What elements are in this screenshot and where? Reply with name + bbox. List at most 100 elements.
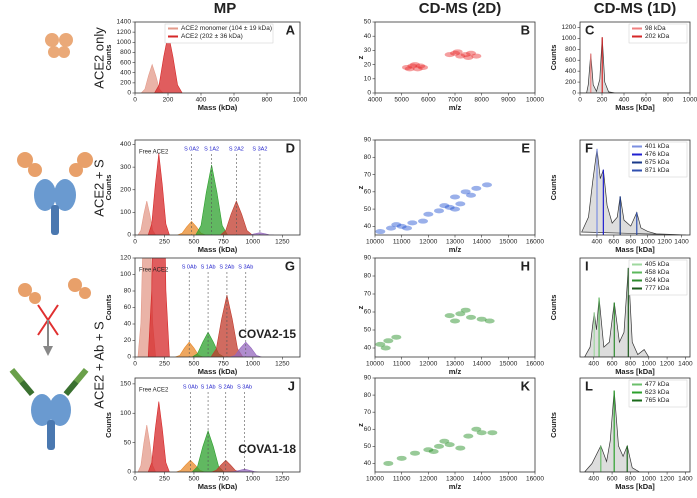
panel: 0 200 400 600 800 1000 0 200 400 600 800 1000 1200 14… xyxy=(104,19,308,112)
legend-box xyxy=(164,23,274,44)
complex-label: S 2A2 xyxy=(229,146,244,152)
legend-label: 405 kDa xyxy=(645,261,670,268)
y-tick-label: 1200 xyxy=(562,24,577,31)
x-tick-label: 1250 xyxy=(275,476,290,483)
x-tick-label: 1250 xyxy=(275,361,290,368)
ion-point xyxy=(402,64,412,70)
x-tick-label: 1000 xyxy=(246,239,261,246)
axes-frame xyxy=(134,139,301,236)
ion-point xyxy=(463,433,474,439)
ion-point xyxy=(396,223,407,229)
y-tick-label: 20 xyxy=(364,61,372,68)
y-tick-label: 80 xyxy=(364,392,372,399)
y-tick-label: 600 xyxy=(120,59,131,66)
y-tick-label: 40 xyxy=(364,345,372,352)
x-tick-label: 10000 xyxy=(366,476,384,483)
y-tick-label: 90 xyxy=(364,137,372,144)
x-tick-label: 0 xyxy=(133,239,137,246)
y-tick-label: 80 xyxy=(124,288,132,295)
y-axis-label: Counts xyxy=(549,45,558,71)
ion-point xyxy=(460,52,471,58)
ace2-spike-icon xyxy=(17,152,93,235)
panel-letter: G xyxy=(285,258,295,273)
legend-label: 458 kDa xyxy=(645,269,670,276)
y-axis-label: Counts xyxy=(104,412,113,438)
x-tick-label: 10000 xyxy=(366,361,384,368)
ion-point xyxy=(412,66,423,72)
complex-label: S 0Ab xyxy=(182,264,197,270)
y-axis-label: Counts xyxy=(104,175,113,201)
legend-label: 202 kDa xyxy=(645,33,670,40)
row-label: ACE2 only xyxy=(91,27,106,89)
ion-point xyxy=(391,222,402,228)
ion-point xyxy=(410,450,420,456)
x-axis-label: Mass [kDa] xyxy=(615,482,655,491)
plot-area xyxy=(137,258,262,357)
ion-point xyxy=(476,430,487,436)
legend-label: 777 kDa xyxy=(645,285,670,292)
ion-point xyxy=(428,448,439,454)
ion-point xyxy=(423,447,434,453)
x-axis-label: m/z xyxy=(449,103,462,112)
x-tick-label: 400 xyxy=(588,476,599,483)
y-tick-label: 20 xyxy=(124,337,132,344)
legend-label: 476 kDa xyxy=(645,151,670,158)
legend-label: 623 kDa xyxy=(645,389,670,396)
y-tick-label: 800 xyxy=(565,46,576,53)
x-tick-label: 1000 xyxy=(246,361,261,368)
x-tick-label: 1200 xyxy=(660,476,675,483)
x-tick-label: 800 xyxy=(625,239,636,246)
axes-frame xyxy=(579,257,691,358)
row-label: ACE2 + Ab + S xyxy=(91,321,106,409)
axes-frame xyxy=(134,377,301,473)
x-tick-label: 8000 xyxy=(474,97,489,104)
x-tick-label: 14000 xyxy=(473,239,491,246)
complex-label: S 1Ab xyxy=(201,384,216,390)
y-axis-label: Counts xyxy=(104,295,113,321)
x-tick-label: 0 xyxy=(133,361,137,368)
ion-point xyxy=(455,201,466,207)
y-tick-label: 50 xyxy=(364,206,372,213)
y-tick-label: 60 xyxy=(364,189,372,196)
panel: 0 250 500 750 1000 1250 0 50 100 150 Mass (kDa) Cou… xyxy=(104,377,301,491)
x-axis-label: Mass (kDa) xyxy=(198,103,238,112)
x-tick-label: 7000 xyxy=(448,97,463,104)
peak-area xyxy=(147,401,170,472)
x-axis-label: Mass [kDa] xyxy=(615,103,655,112)
legend-label: 98 kDa xyxy=(645,25,666,32)
x-tick-label: 400 xyxy=(591,239,602,246)
y-tick-label: 120 xyxy=(120,255,131,262)
plot-area xyxy=(584,390,690,472)
x-tick-label: 1200 xyxy=(657,239,672,246)
x-tick-label: 1000 xyxy=(642,361,657,368)
panel-letter: C xyxy=(585,22,595,37)
plot-area xyxy=(137,401,259,472)
x-tick-label: 800 xyxy=(262,97,273,104)
x-tick-label: 600 xyxy=(641,97,652,104)
y-tick-label: 1000 xyxy=(117,39,132,46)
sample-label: COVA2-15 xyxy=(238,327,296,341)
panel-letter: A xyxy=(286,22,296,37)
y-tick-label: 100 xyxy=(120,271,131,278)
ion-point xyxy=(444,52,455,58)
peak-area xyxy=(147,258,170,357)
y-axis-label: z xyxy=(356,185,365,189)
panel: 10000 11000 12000 13000 14000 15000 16000 40 50 6… xyxy=(356,137,544,254)
y-tick-label: 40 xyxy=(364,460,372,467)
x-axis-label: m/z xyxy=(449,367,462,376)
ion-point xyxy=(450,206,460,212)
y-tick-label: 0 xyxy=(572,90,576,97)
ion-point xyxy=(471,53,482,59)
x-tick-label: 250 xyxy=(159,361,170,368)
ion-point xyxy=(418,64,428,70)
axes-frame xyxy=(579,377,691,473)
y-tick-label: 300 xyxy=(120,164,131,171)
x-tick-label: 1000 xyxy=(246,476,261,483)
peak-area xyxy=(147,153,170,235)
x-tick-label: 800 xyxy=(663,97,674,104)
x-tick-label: 11000 xyxy=(393,239,411,246)
x-tick-label: 600 xyxy=(607,476,618,483)
y-tick-label: 70 xyxy=(364,409,372,416)
ion-point xyxy=(380,345,391,351)
